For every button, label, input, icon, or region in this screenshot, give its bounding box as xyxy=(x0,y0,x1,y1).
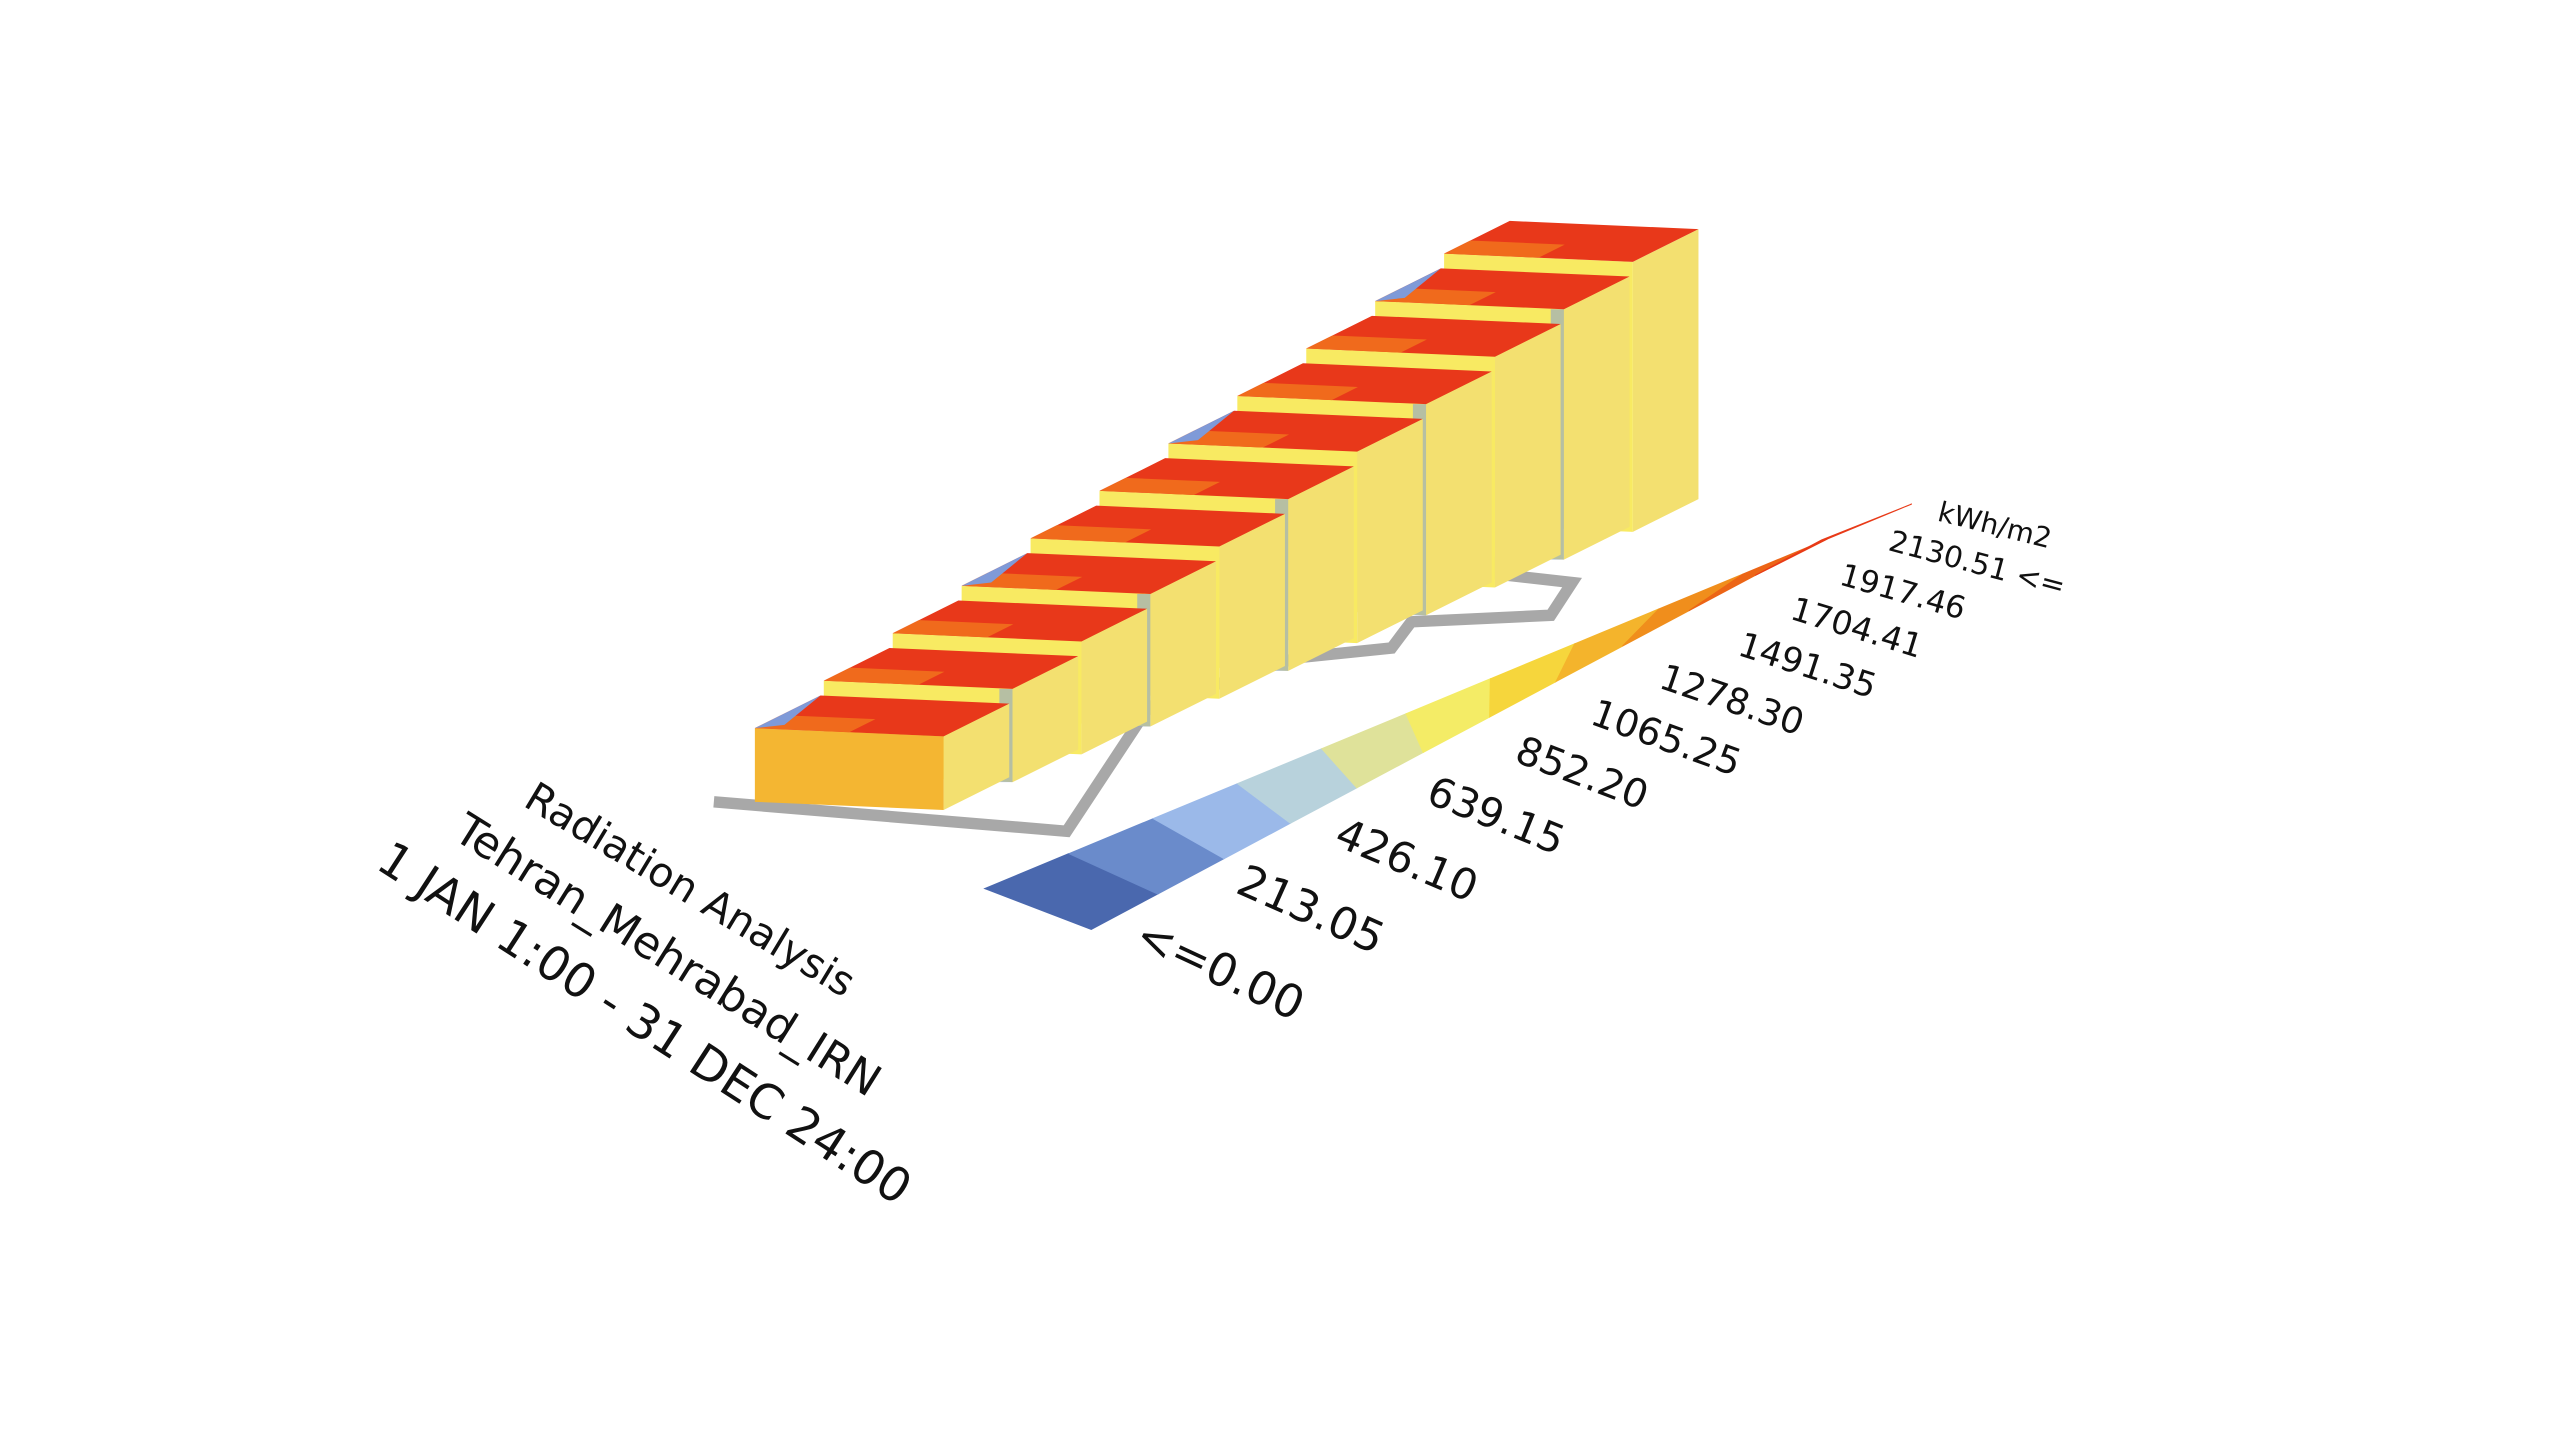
building-roof-edge xyxy=(1237,382,1358,401)
building-side-face xyxy=(1426,371,1492,616)
building-roof-shade xyxy=(961,553,1028,586)
building-roof-edge xyxy=(823,667,945,685)
building-roof-edge xyxy=(1444,240,1565,258)
building-block xyxy=(754,695,1010,810)
building-roof-edge xyxy=(1030,525,1152,543)
legend-swatch xyxy=(1405,678,1491,754)
building-side-face xyxy=(1012,656,1079,783)
analysis-title: Radiation Analysis Tehran_Mehrabad_IRN 1… xyxy=(368,773,921,1217)
legend-swatch xyxy=(1754,503,1912,576)
building-side-face xyxy=(1632,229,1699,532)
buildings xyxy=(754,220,1699,810)
legend-swatch xyxy=(1622,573,1744,647)
legend-color-bar xyxy=(983,503,1912,930)
building-side-face xyxy=(1357,418,1423,644)
legend-swatch xyxy=(1489,642,1576,718)
building-side-face xyxy=(1150,561,1216,727)
building-side-face xyxy=(1563,276,1630,560)
legend-label: 213.05 xyxy=(1230,855,1392,964)
building-side-face xyxy=(1288,466,1354,671)
legend-labels: kWh/m2 2130.51 <= 1917.46 1704.41 1491.3… xyxy=(1128,495,2069,1031)
building-roof-edge xyxy=(1306,335,1427,353)
building-roof-shade xyxy=(1375,268,1441,302)
building-roof-edge xyxy=(892,620,1014,638)
building-front-face xyxy=(754,728,944,810)
building-side-face xyxy=(1081,608,1148,755)
building-side-face xyxy=(1219,513,1285,699)
building-side-face xyxy=(943,703,1010,810)
building-side-face xyxy=(1494,324,1561,588)
building-roof-edge xyxy=(1099,477,1221,495)
